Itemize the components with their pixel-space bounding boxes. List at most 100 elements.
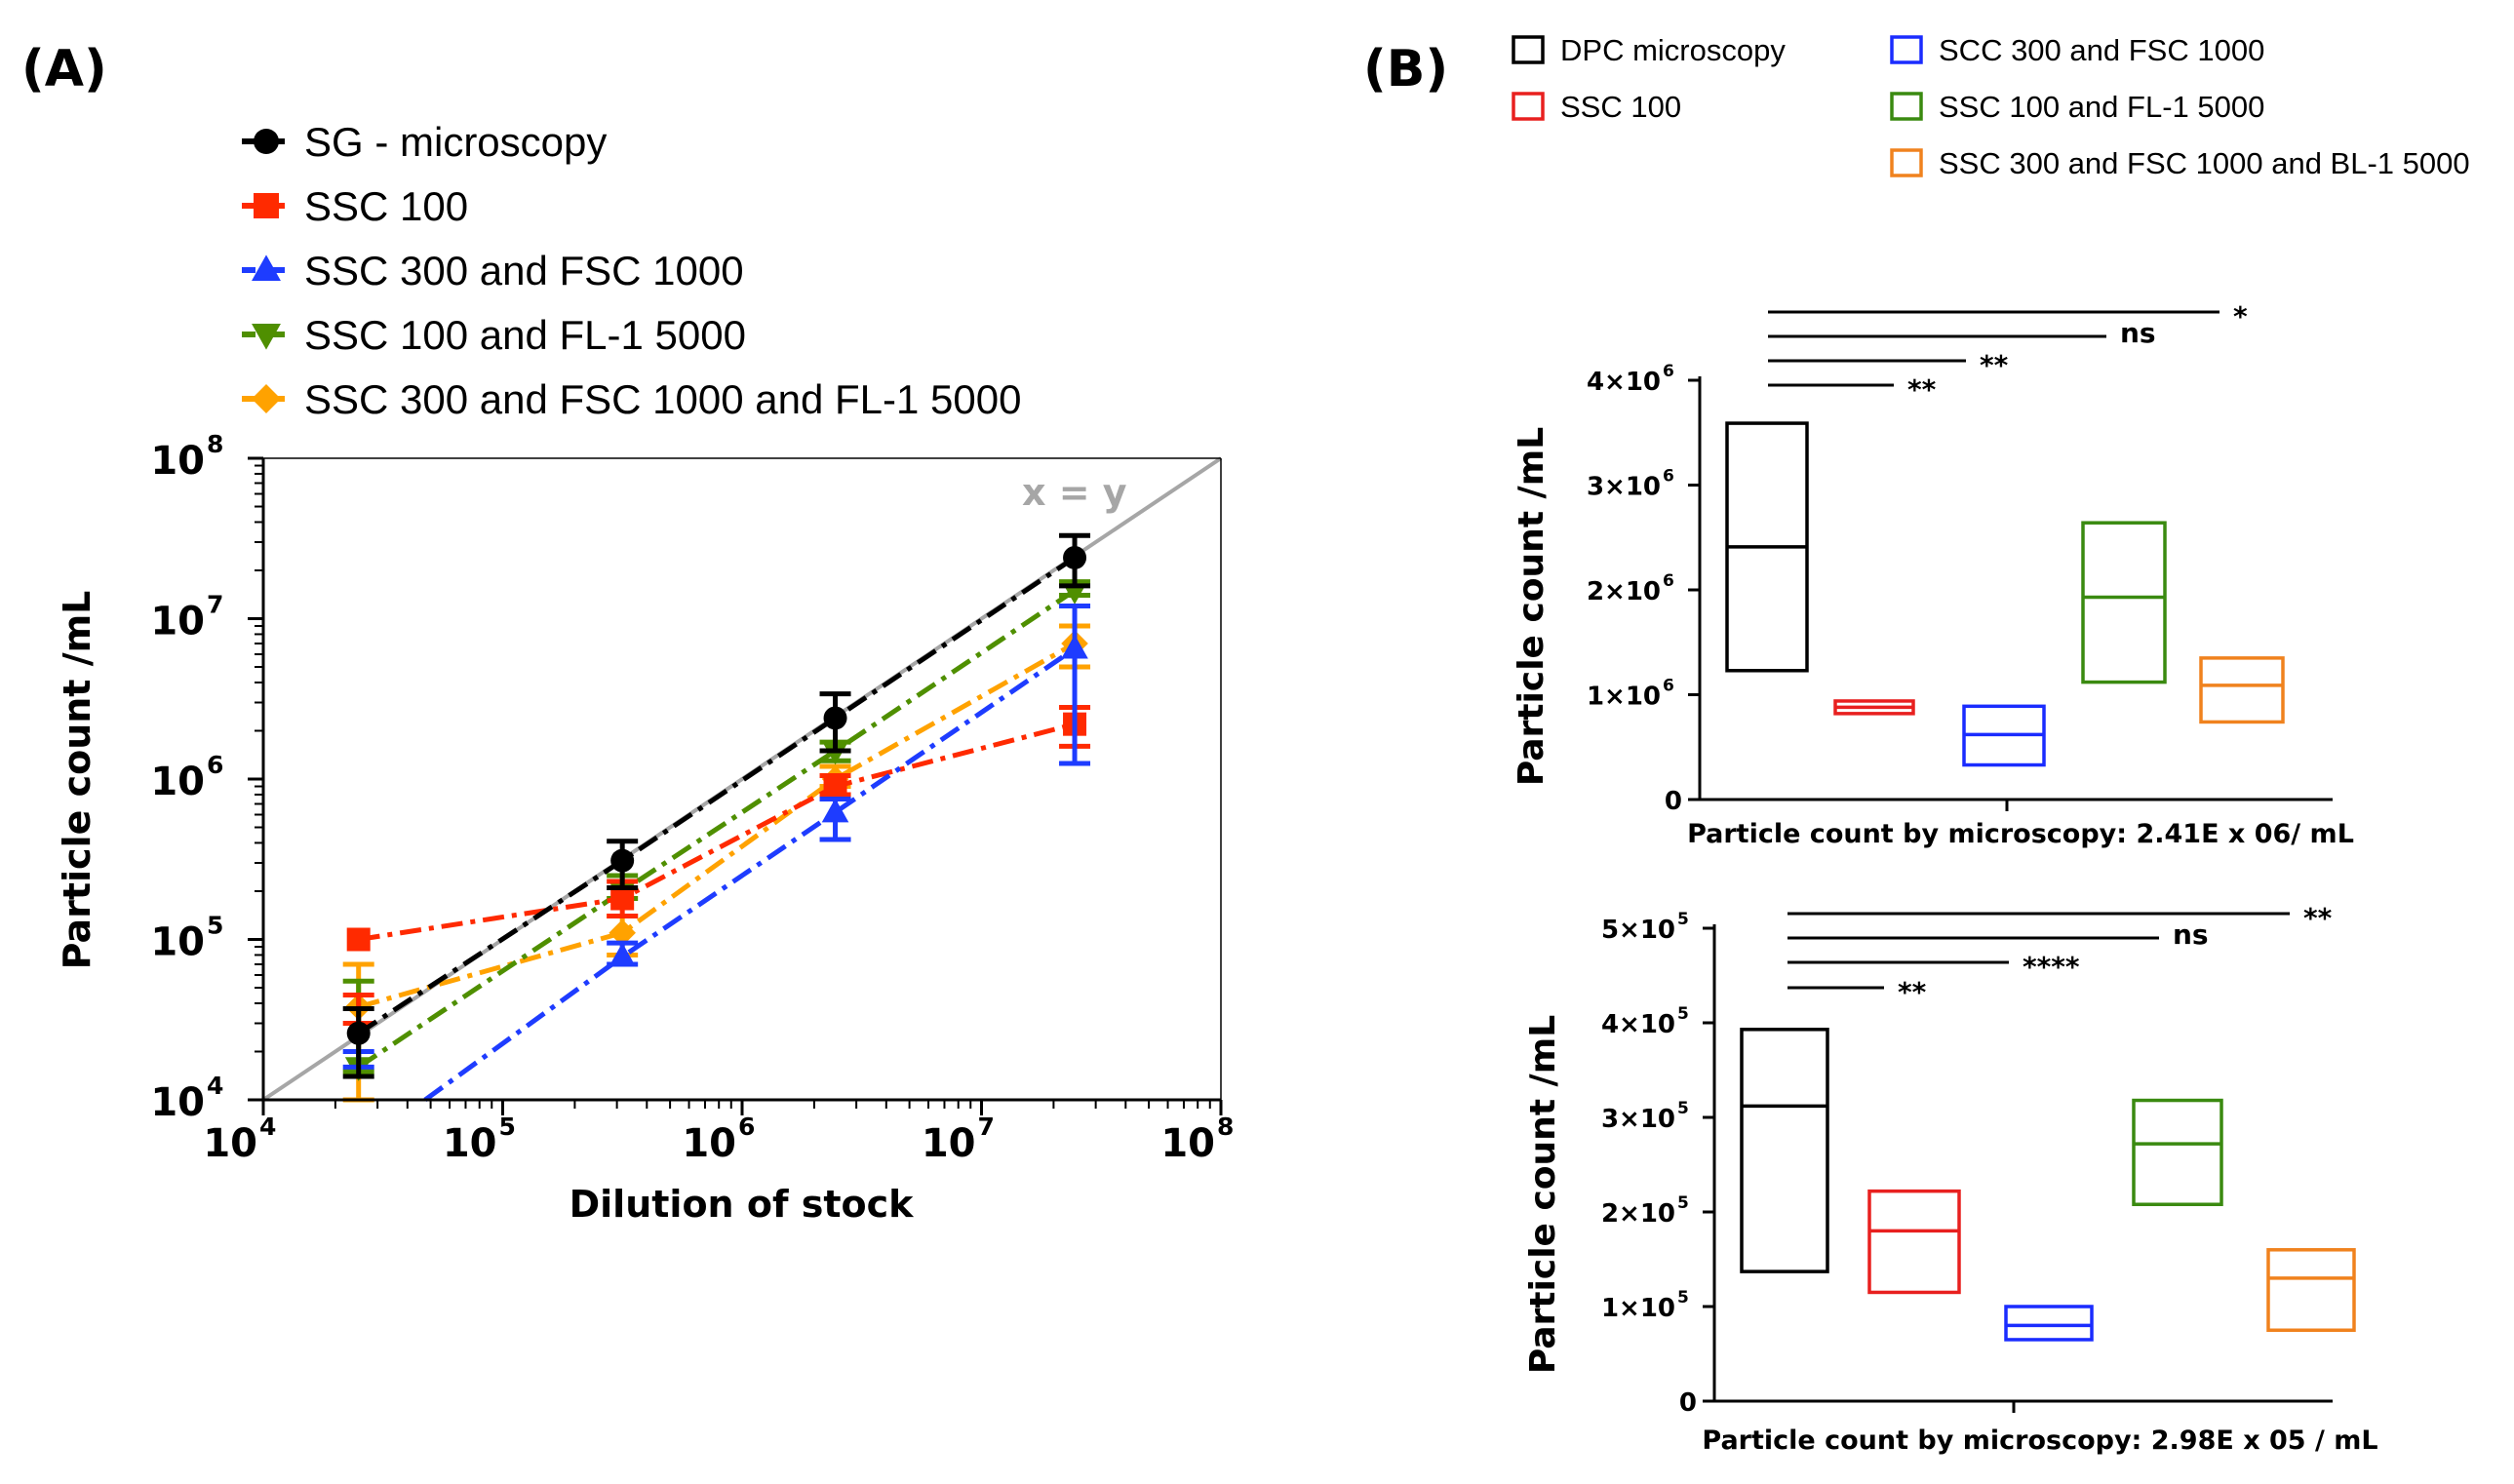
legend-a-item: SG - microscopy: [242, 119, 607, 165]
y-tick-label-base: 10: [150, 1080, 205, 1125]
x-tick-label-base: 10: [443, 1121, 497, 1166]
box-rect: [2199, 656, 2285, 724]
panel-a-xy-label: x = y: [1022, 471, 1127, 514]
legend-a-item: SSC 300 and FSC 1000 and FL-1 5000: [242, 376, 1022, 422]
series-ssc-300-and-fsc-1000-and-fl-1-5000: [342, 623, 1091, 1103]
y-tick-label-exp: 6: [207, 751, 223, 779]
panel-b-bottom-x-axis-title: Particle count by microscopy: 2.98E x 05…: [1702, 1425, 2377, 1456]
legend-b-label: SSC 100 and FL-1 5000: [1939, 90, 2264, 124]
series-ssc-300-and-fsc-1000: [342, 603, 1091, 1103]
box-ssc-100: [1833, 699, 1915, 716]
legend-a-item: SSC 300 and FSC 1000: [242, 248, 744, 293]
x-tick-label-base: 10: [203, 1121, 257, 1166]
panel-b-bottom-y-axis-title: Particle count /mL: [1523, 1015, 1563, 1374]
box-ssc-100: [1867, 1189, 1961, 1295]
legend-a-label: SSC 300 and FSC 1000: [304, 248, 744, 293]
box-y-tick-label: 0: [1665, 787, 1682, 816]
box-dpc-microscopy: [1725, 421, 1809, 673]
box-y-tick-label-exp: 5: [1677, 1099, 1689, 1118]
legend-b-item: SSC 100: [1512, 90, 1681, 124]
panel-b-top-y-axis-title: Particle count /mL: [1512, 427, 1552, 786]
box-y-tick-label-base: 2×10: [1601, 1199, 1675, 1229]
box-ssc-100-and-fl-1-5000: [2081, 521, 2167, 684]
box-y-tick-label-base: 4×10: [1601, 1010, 1675, 1039]
box-y-tick-label-base: 2×10: [1587, 577, 1661, 606]
box-rect: [2132, 1098, 2223, 1206]
x-tick-label-exp: 6: [738, 1113, 755, 1141]
data-point: [823, 706, 847, 730]
box-ssc-300-and-fsc-1000-and-bl-1-5000: [2199, 656, 2285, 724]
box-ssc-100-and-fl-1-5000: [2132, 1098, 2223, 1206]
legend-b-item: SCC 300 and FSC 1000: [1890, 33, 2264, 67]
series-line: [357, 588, 1077, 1070]
legend-b-label: SSC 300 and FSC 1000 and BL-1 5000: [1939, 146, 2470, 180]
box-y-tick-label-exp: 5: [1677, 1288, 1689, 1308]
data-point: [610, 848, 635, 873]
box-scc-300-and-fsc-1000: [1962, 704, 2046, 767]
legend-a-marker: [252, 384, 281, 413]
series-ssc-100-and-fl-1-5000: [342, 579, 1091, 1081]
legend-b-swatch: [1890, 148, 1923, 177]
legend-a-marker: [252, 323, 281, 350]
box-y-tick-label-base: 5×10: [1601, 916, 1675, 945]
x-tick-label-exp: 4: [259, 1113, 276, 1141]
box-y-tick-label-base: 1×10: [1601, 1294, 1675, 1323]
series-line: [423, 646, 1077, 1103]
legend-b-swatch: [1890, 92, 1923, 121]
box-rect: [1867, 1189, 1961, 1295]
panel-a-label: (A): [21, 40, 107, 98]
y-tick-label-base: 10: [150, 439, 205, 484]
x-tick-label-base: 10: [1160, 1121, 1215, 1166]
box-scc-300-and-fsc-1000: [2004, 1305, 2094, 1342]
box-rect: [2266, 1248, 2356, 1333]
data-point: [346, 927, 371, 952]
panel-b-bottom-chart: Particle count /mL Particle count by mic…: [1523, 902, 2378, 1456]
box-y-tick-label-exp: 6: [1663, 467, 1674, 487]
box-y-tick-label-base: 1×10: [1587, 683, 1661, 712]
legend-a-item: SSC 100 and FL-1 5000: [242, 312, 746, 358]
legend-a-label: SSC 300 and FSC 1000 and FL-1 5000: [304, 376, 1022, 422]
significance-label: ns: [2173, 918, 2209, 951]
data-point: [346, 1021, 371, 1045]
box-y-tick-label-base: 4×10: [1587, 368, 1661, 397]
box-dpc-microscopy: [1740, 1028, 1829, 1273]
panel-b-top-chart: Particle count /mL Particle count by mic…: [1512, 300, 2354, 849]
panel-a-chart: 10 4 10 5 10 6 10 7 10 810 410 510 610 710 8 x = y Dil…: [56, 430, 1234, 1226]
legend-a-item: SSC 100: [242, 183, 468, 229]
legend-b-label: SSC 100: [1560, 90, 1681, 124]
data-point: [823, 774, 847, 799]
legend-b-swatch: [1512, 35, 1545, 64]
y-tick-label-exp: 5: [207, 912, 223, 940]
panel-b-legend: DPC microscopy SSC 100 SCC 300 and FSC 100…: [1512, 33, 2470, 180]
box-y-tick-label-exp: 6: [1663, 362, 1674, 381]
legend-b-swatch: [1890, 35, 1923, 64]
panel-a-x-axis-title: Dilution of stock: [570, 1183, 915, 1226]
data-point: [1063, 545, 1087, 569]
data-point: [609, 918, 636, 947]
legend-a-marker: [254, 129, 279, 154]
series-line: [358, 722, 1076, 942]
box-rect: [1740, 1028, 1829, 1273]
series-sg-microscopy: [342, 532, 1091, 1079]
significance-label: **: [1907, 373, 1937, 406]
data-point: [1061, 634, 1088, 659]
legend-a-label: SG - microscopy: [304, 119, 607, 165]
significance-label: ns: [2120, 317, 2156, 349]
y-tick-label-exp: 7: [207, 591, 223, 619]
panel-a-legend: SG - microscopy SSC 100 SSC 300 and FSC 10…: [242, 119, 1022, 422]
legend-a-marker: [254, 193, 279, 218]
legend-a-label: SSC 100 and FL-1 5000: [304, 312, 746, 358]
box-rect: [2004, 1305, 2094, 1342]
legend-b-label: SCC 300 and FSC 1000: [1939, 33, 2264, 67]
box-y-tick-label-base: 3×10: [1587, 473, 1661, 502]
legend-b-item: SSC 300 and FSC 1000 and BL-1 5000: [1890, 146, 2470, 180]
x-tick-label-base: 10: [682, 1121, 736, 1166]
box-y-tick-label-base: 3×10: [1601, 1105, 1675, 1134]
data-point: [821, 798, 849, 823]
y-tick-label-exp: 8: [207, 430, 223, 458]
x-tick-label-exp: 8: [1217, 1113, 1234, 1141]
series-line: [358, 641, 1077, 1010]
legend-b-label: DPC microscopy: [1560, 33, 1786, 67]
y-tick-label-exp: 4: [207, 1072, 223, 1100]
